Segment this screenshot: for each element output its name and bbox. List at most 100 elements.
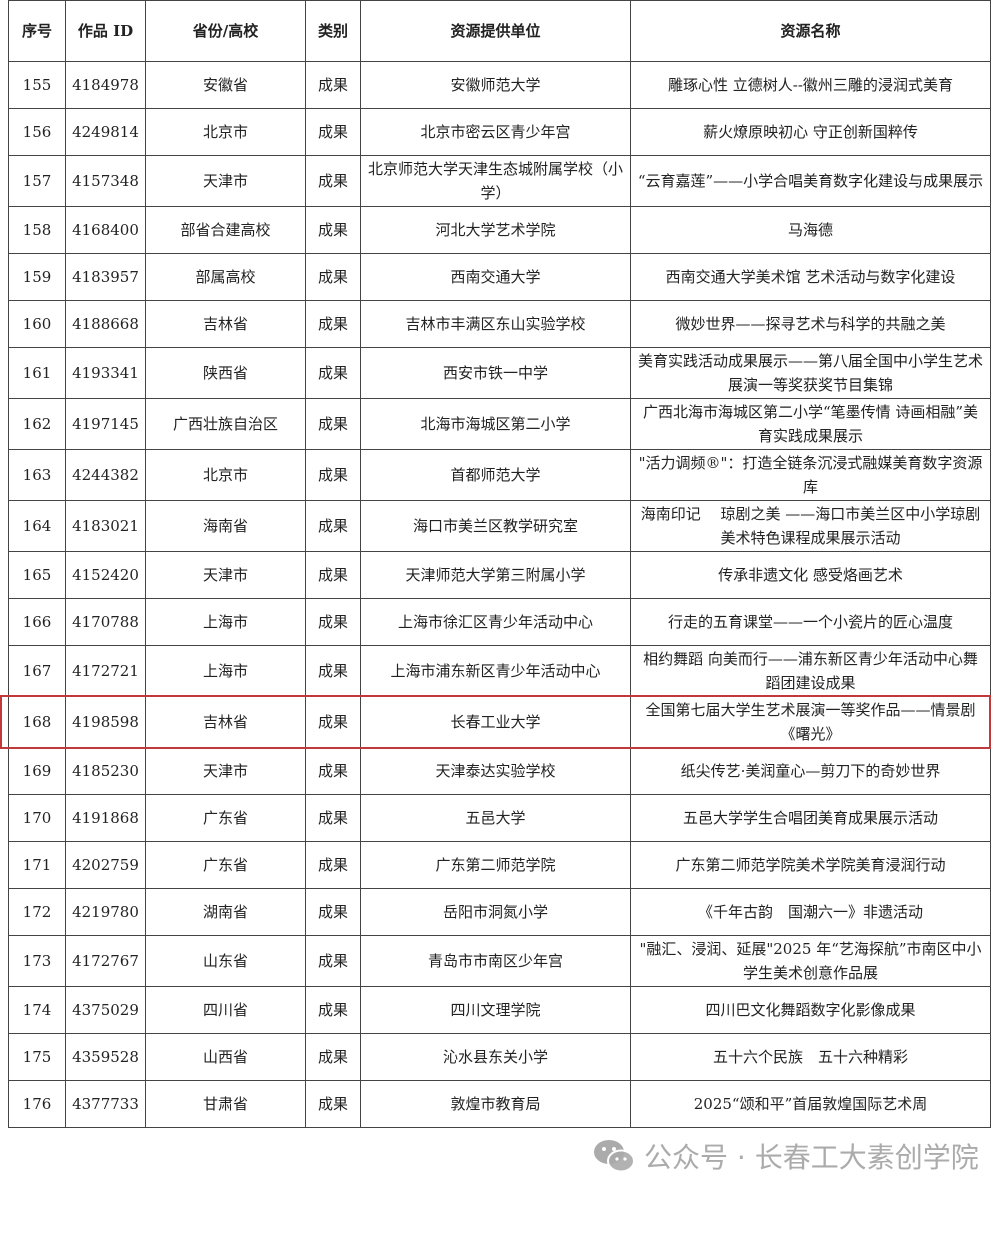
table-row: 163 4244382 北京市 成果 首都师范大学 "活力调频®"：打造全链条沉浸式融媒美… — [8, 449, 991, 501]
cell-unit: 安徽师范大学 — [360, 61, 631, 109]
cell-no: 158 — [8, 206, 66, 254]
cell-no: 160 — [8, 300, 66, 348]
cell-id: 4359528 — [65, 1033, 146, 1081]
cell-unit: 青岛市市南区少年宫 — [360, 935, 631, 987]
cell-type: 成果 — [305, 551, 361, 599]
cell-id: 4193341 — [65, 347, 146, 399]
cell-name: 传承非遗文化 感受烙画艺术 — [630, 551, 991, 599]
table-row: 157 4157348 天津市 成果 北京师范大学天津生态城附属学校（小学） “云育嘉莲”… — [8, 155, 991, 207]
cell-id: 4157348 — [65, 155, 146, 207]
cell-unit: 北海市海城区第二小学 — [360, 398, 631, 450]
cell-id: 4183957 — [65, 253, 146, 301]
cell-unit: 吉林市丰满区东山实验学校 — [360, 300, 631, 348]
cell-id: 4191868 — [65, 794, 146, 842]
cell-unit: 西安市铁一中学 — [360, 347, 631, 399]
table-row-highlighted: 168 4198598 吉林省 成果 长春工业大学 全国第七届大学生艺术展演一等奖作品——… — [8, 696, 991, 748]
cell-type: 成果 — [305, 794, 361, 842]
table-row: 174 4375029 四川省 成果 四川文理学院 四川巴文化舞蹈数字化影像成果 — [8, 986, 991, 1034]
cell-region: 北京市 — [145, 108, 306, 156]
cell-region: 部属高校 — [145, 253, 306, 301]
cell-no: 174 — [8, 986, 66, 1034]
cell-region: 广西壮族自治区 — [145, 398, 306, 450]
cell-type: 成果 — [305, 645, 361, 697]
header-id: 作品 ID — [65, 0, 146, 62]
cell-no: 156 — [8, 108, 66, 156]
cell-unit: 岳阳市洞氮小学 — [360, 888, 631, 936]
cell-region: 山东省 — [145, 935, 306, 987]
cell-name: 微妙世界——探寻艺术与科学的共融之美 — [630, 300, 991, 348]
cell-name: 雕琢心性 立德树人--徽州三雕的浸润式美育 — [630, 61, 991, 109]
cell-region: 吉林省 — [145, 300, 306, 348]
cell-type: 成果 — [305, 598, 361, 646]
table-row: 172 4219780 湖南省 成果 岳阳市洞氮小学 《千年古韵 国潮六一》非遗活动 — [8, 888, 991, 936]
cell-no: 155 — [8, 61, 66, 109]
cell-no: 165 — [8, 551, 66, 599]
cell-type: 成果 — [305, 841, 361, 889]
cell-type: 成果 — [305, 696, 361, 748]
cell-no: 162 — [8, 398, 66, 450]
cell-no: 173 — [8, 935, 66, 987]
table-row: 169 4185230 天津市 成果 天津泰达实验学校 纸尖传艺·美润童心—剪刀下的奇妙世… — [8, 747, 991, 795]
table-row: 176 4377733 甘肃省 成果 敦煌市教育局 2025“颂和平”首届敦煌国际艺术周 — [8, 1080, 991, 1128]
cell-region: 北京市 — [145, 449, 306, 501]
cell-region: 山西省 — [145, 1033, 306, 1081]
header-row: 序号 作品 ID 省份/高校 类别 资源提供单位 资源名称 — [8, 0, 991, 62]
cell-id: 4377733 — [65, 1080, 146, 1128]
cell-name: 五十六个民族 五十六种精彩 — [630, 1033, 991, 1081]
table-row: 167 4172721 上海市 成果 上海市浦东新区青少年活动中心 相约舞蹈 向美而行——… — [8, 645, 991, 697]
cell-name: 相约舞蹈 向美而行——浦东新区青少年活动中心舞蹈团建设成果 — [630, 645, 991, 697]
cell-id: 4152420 — [65, 551, 146, 599]
cell-region: 安徽省 — [145, 61, 306, 109]
cell-region: 上海市 — [145, 645, 306, 697]
cell-name: 《千年古韵 国潮六一》非遗活动 — [630, 888, 991, 936]
cell-type: 成果 — [305, 986, 361, 1034]
header-no: 序号 — [8, 0, 66, 62]
cell-id: 4183021 — [65, 500, 146, 552]
cell-region: 吉林省 — [145, 696, 306, 748]
wechat-icon — [594, 1140, 635, 1173]
table-row: 166 4170788 上海市 成果 上海市徐汇区青少年活动中心 行走的五育课堂——一个小… — [8, 598, 991, 646]
cell-id: 4375029 — [65, 986, 146, 1034]
cell-no: 170 — [8, 794, 66, 842]
cell-no: 161 — [8, 347, 66, 399]
cell-no: 172 — [8, 888, 66, 936]
cell-id: 4172721 — [65, 645, 146, 697]
cell-region: 海南省 — [145, 500, 306, 552]
cell-type: 成果 — [305, 253, 361, 301]
cell-name: 纸尖传艺·美润童心—剪刀下的奇妙世界 — [630, 747, 991, 795]
cell-region: 湖南省 — [145, 888, 306, 936]
table-row: 158 4168400 部省合建高校 成果 河北大学艺术学院 马海德 — [8, 206, 991, 254]
cell-name: 广东第二师范学院美术学院美育浸润行动 — [630, 841, 991, 889]
cell-unit: 长春工业大学 — [360, 696, 631, 748]
cell-unit: 上海市浦东新区青少年活动中心 — [360, 645, 631, 697]
cell-name: 五邑大学学生合唱团美育成果展示活动 — [630, 794, 991, 842]
table-row: 164 4183021 海南省 成果 海口市美兰区教学研究室 海南印记 琼剧之美 ——海口… — [8, 500, 991, 552]
cell-no: 167 — [8, 645, 66, 697]
cell-unit: 海口市美兰区教学研究室 — [360, 500, 631, 552]
cell-no: 166 — [8, 598, 66, 646]
cell-unit: 天津泰达实验学校 — [360, 747, 631, 795]
cell-name: 2025“颂和平”首届敦煌国际艺术周 — [630, 1080, 991, 1128]
cell-name: 四川巴文化舞蹈数字化影像成果 — [630, 986, 991, 1034]
cell-type: 成果 — [305, 935, 361, 987]
cell-unit: 沁水县东关小学 — [360, 1033, 631, 1081]
cell-id: 4198598 — [65, 696, 146, 748]
cell-name: 马海德 — [630, 206, 991, 254]
table-row: 155 4184978 安徽省 成果 安徽师范大学 雕琢心性 立德树人--徽州三雕的浸润式… — [8, 61, 991, 109]
cell-region: 陕西省 — [145, 347, 306, 399]
cell-type: 成果 — [305, 500, 361, 552]
cell-unit: 上海市徐汇区青少年活动中心 — [360, 598, 631, 646]
cell-id: 4168400 — [65, 206, 146, 254]
cell-region: 天津市 — [145, 747, 306, 795]
cell-type: 成果 — [305, 61, 361, 109]
cell-unit: 北京市密云区青少年宫 — [360, 108, 631, 156]
cell-region: 甘肃省 — [145, 1080, 306, 1128]
cell-region: 天津市 — [145, 155, 306, 207]
cell-no: 157 — [8, 155, 66, 207]
cell-unit: 天津师范大学第三附属小学 — [360, 551, 631, 599]
cell-id: 4202759 — [65, 841, 146, 889]
cell-id: 4170788 — [65, 598, 146, 646]
results-table: 序号 作品 ID 省份/高校 类别 资源提供单位 资源名称 155 4184978… — [8, 0, 991, 1128]
table-row: 165 4152420 天津市 成果 天津师范大学第三附属小学 传承非遗文化 感受烙画艺术 — [8, 551, 991, 599]
cell-id: 4188668 — [65, 300, 146, 348]
